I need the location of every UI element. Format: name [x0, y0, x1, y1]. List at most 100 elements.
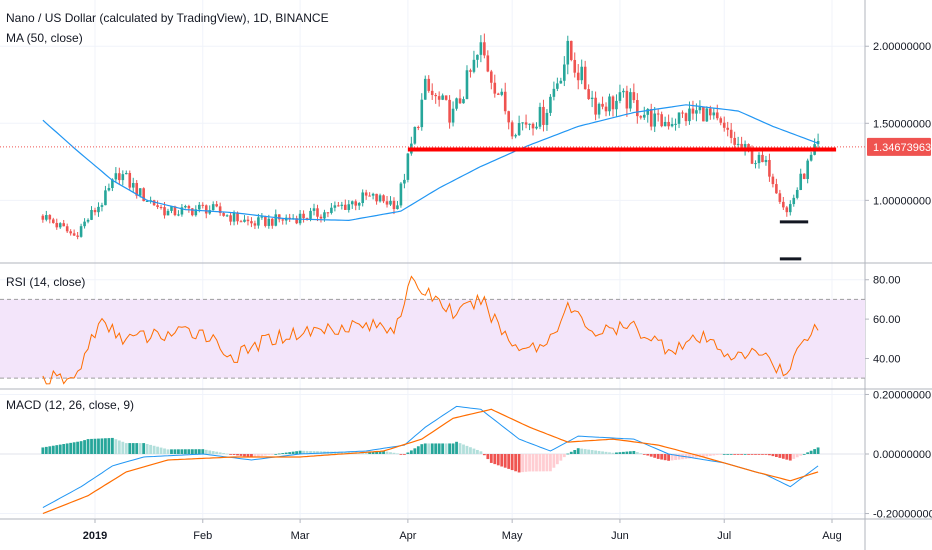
macd-bar	[62, 444, 66, 454]
candle-body	[406, 153, 410, 180]
candle-body	[243, 219, 246, 222]
candles	[41, 33, 820, 240]
macd-bar	[778, 454, 782, 458]
candle-body	[688, 108, 691, 122]
rsi-legend[interactable]: RSI (14, close)	[6, 275, 86, 289]
macd-bar	[72, 442, 76, 454]
candle-body	[556, 83, 559, 89]
candle-body	[590, 97, 594, 100]
candle-body	[128, 172, 132, 188]
candle-body	[521, 122, 524, 124]
candle-body	[156, 205, 159, 208]
candle-body	[295, 218, 298, 224]
candle-body	[469, 70, 472, 72]
macd-bar	[413, 448, 417, 454]
time-tick-label: Jul	[717, 530, 731, 542]
candle-body	[754, 163, 757, 165]
macd-bar	[416, 446, 420, 454]
candle-body	[326, 212, 330, 214]
candle-body	[215, 204, 218, 207]
macd-bar	[517, 454, 521, 473]
candle-body	[333, 205, 337, 208]
candle-body	[604, 106, 608, 112]
candle-body	[736, 143, 740, 145]
macd-bar	[396, 453, 399, 455]
price-tick-label: 1.00000000	[873, 195, 931, 207]
macd-bar	[236, 454, 239, 456]
candle-body	[93, 209, 97, 213]
macd-bar	[159, 447, 163, 454]
macd-bar	[555, 454, 559, 465]
macd-bar	[469, 447, 472, 454]
macd-bar	[215, 451, 219, 454]
candle-body	[79, 226, 83, 237]
candle-body	[323, 212, 326, 219]
candle-body	[768, 159, 771, 177]
candle-body	[656, 113, 660, 115]
macd-bar	[83, 440, 86, 454]
candle-body	[111, 179, 114, 189]
macd-bar	[288, 452, 292, 454]
macd-bar	[528, 454, 531, 472]
last-price-badge[interactable]: 1.34673963	[867, 137, 931, 156]
candle-body	[782, 201, 785, 208]
macd-bar	[371, 451, 375, 454]
macd-bar	[336, 451, 340, 454]
candle-body	[483, 42, 486, 56]
candle-body	[250, 221, 253, 224]
macd-bar	[695, 454, 698, 458]
candle-body	[177, 214, 180, 216]
candle-body	[76, 235, 79, 237]
macd-bar	[806, 452, 810, 454]
macd-bar	[545, 454, 549, 472]
candle-body	[809, 154, 813, 161]
macd-bar	[597, 450, 601, 454]
candle-body	[490, 71, 493, 83]
macd-bar	[701, 454, 705, 457]
candle-body	[632, 92, 636, 101]
macd-bar	[361, 452, 365, 454]
candle-body	[670, 124, 674, 127]
candle-body	[563, 64, 566, 81]
macd-bar	[368, 452, 372, 454]
candle-body	[528, 123, 531, 125]
macd-bar	[392, 452, 396, 454]
candle-body	[472, 59, 476, 72]
macd-bar	[813, 449, 817, 454]
price-tick-label: 2.00000000	[873, 41, 931, 53]
candle-body	[41, 215, 45, 220]
candle-body	[514, 135, 517, 137]
macd-bar	[298, 450, 302, 454]
candle-body	[507, 111, 510, 123]
candle-body	[253, 223, 257, 226]
candle-body	[458, 98, 462, 104]
candle-body	[441, 95, 444, 100]
macd-bar	[232, 454, 236, 455]
macd-bar	[107, 438, 111, 454]
macd-bar	[375, 451, 378, 454]
candle-body	[806, 160, 809, 179]
macd-bar	[131, 443, 135, 454]
candle-body	[197, 204, 201, 210]
macd-bar	[705, 454, 709, 457]
candle-body	[542, 106, 545, 125]
candle-body	[726, 127, 730, 130]
candle-body	[444, 95, 448, 100]
macd-bar	[225, 453, 229, 455]
macd-bar	[816, 447, 820, 454]
candle-body	[417, 126, 420, 128]
macd-bar	[423, 443, 427, 454]
candle-body	[281, 219, 285, 221]
candle-body	[403, 179, 406, 184]
macd-bar	[253, 454, 257, 457]
macd-bar	[406, 452, 410, 454]
macd-bar	[781, 454, 785, 459]
macd-bar	[722, 454, 726, 455]
candle-body	[288, 217, 291, 219]
candle-body	[538, 106, 542, 127]
candle-body	[587, 89, 590, 100]
macd-legend[interactable]: MACD (12, 26, close, 9)	[6, 398, 135, 412]
candle-body	[277, 214, 281, 220]
ma-legend[interactable]: MA (50, close)	[6, 31, 83, 45]
